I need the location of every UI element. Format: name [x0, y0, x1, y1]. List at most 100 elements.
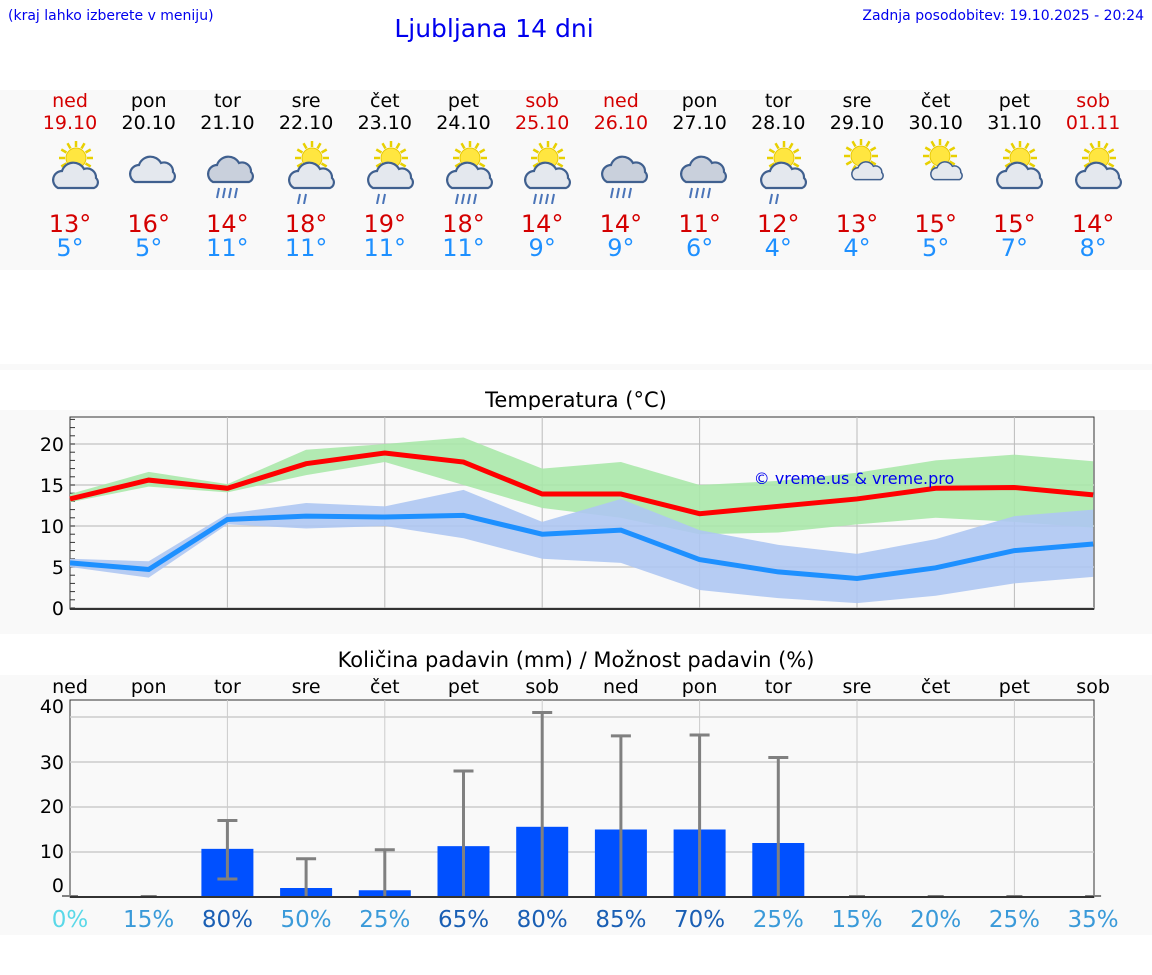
- cloud-rain-icon: [600, 155, 648, 199]
- raindrop: [706, 187, 711, 199]
- sun-ray: [478, 148, 485, 154]
- day-name: tor: [213, 90, 241, 112]
- cloud-shape: [366, 161, 414, 190]
- temp-min: 9°: [528, 234, 556, 262]
- sun-ray: [948, 160, 956, 166]
- day-name: pon: [681, 90, 718, 112]
- sun-ray: [302, 142, 308, 150]
- day-date: 20.10: [121, 112, 176, 134]
- day-label: čet: [370, 676, 400, 698]
- day-date: 25.10: [514, 112, 570, 134]
- temp-max: 16°: [127, 210, 170, 238]
- cloud-shape: [288, 161, 336, 190]
- probability-label: 35%: [1068, 907, 1119, 933]
- raindrop: [615, 187, 620, 199]
- sun-ray: [473, 142, 480, 150]
- day-column: sre 29.10 13° 4°: [817, 90, 897, 262]
- day-date: 28.10: [751, 112, 806, 134]
- sun-ray: [1010, 142, 1016, 150]
- day-column: tor 21.10 14° 11°: [187, 90, 267, 262]
- day-column: ned 19.10 13° 5°: [30, 90, 110, 262]
- sun-ray: [869, 160, 877, 166]
- y-tick-label: 5: [52, 557, 64, 579]
- raindrop: [381, 193, 386, 205]
- sun-ray: [1024, 142, 1030, 150]
- sun-ray: [316, 142, 322, 150]
- temp-max: 13°: [835, 210, 879, 238]
- y-tick-label: 15: [40, 475, 64, 497]
- sun-ray: [1103, 142, 1109, 150]
- temp-max: 11°: [678, 210, 721, 238]
- probability-label: 25%: [989, 907, 1040, 933]
- raindrop: [609, 187, 614, 199]
- raindrop: [375, 193, 380, 205]
- temp-max: 15°: [914, 210, 957, 238]
- day-column: sob 25.10 14° 9°: [502, 90, 582, 262]
- probability-label: 80%: [517, 907, 568, 933]
- day-name: ned: [602, 90, 639, 112]
- day-label: ned: [603, 676, 639, 698]
- daily-forecast-strip: ned 19.10 13° 5° pon 20.10 16° 5° tor 21.1…: [0, 90, 1152, 270]
- sun-ray: [84, 148, 92, 154]
- y-tick-label: 10: [40, 841, 64, 863]
- sun-ray: [924, 160, 931, 166]
- sun-ray: [869, 146, 877, 152]
- probability-label: 85%: [595, 907, 646, 933]
- y-tick-label: 40: [40, 696, 64, 718]
- cloud-shape: [929, 161, 963, 181]
- raindrop: [297, 193, 302, 205]
- sun-ray: [851, 140, 857, 148]
- raindrop: [234, 187, 239, 199]
- sun-ray: [1089, 142, 1095, 150]
- raindrop: [551, 193, 556, 205]
- raindrop: [303, 193, 308, 205]
- raindrop: [688, 187, 693, 199]
- y-tick-label: 10: [40, 516, 64, 538]
- day-column: ned 26.10 14° 9°: [581, 90, 661, 262]
- sun-ray: [557, 162, 564, 168]
- sun-ray: [399, 162, 407, 168]
- sun-ray: [1029, 148, 1036, 154]
- day-name: sre: [842, 90, 872, 112]
- cloud: [996, 161, 1044, 190]
- day-column: tor 28.10 12° 4°: [738, 90, 818, 262]
- cloud-icon: [128, 155, 176, 184]
- location-menu-hint: (kraj lahko izberete v meniju): [8, 8, 214, 24]
- day-date: 19.10: [42, 112, 98, 134]
- raindrop: [460, 193, 465, 205]
- raindrop: [694, 187, 699, 199]
- day-date: 24.10: [436, 112, 491, 134]
- day-label: sob: [1076, 676, 1110, 698]
- precipitation-chart: 010203040ned0%pon15%tor80%sre50%čet25%pe…: [40, 676, 1119, 933]
- temp-max: 18°: [442, 210, 485, 238]
- sun-ray: [774, 142, 780, 150]
- sun-cloud-light-rain-icon: [288, 141, 336, 205]
- sun-ray: [66, 142, 72, 150]
- raindrop: [621, 187, 626, 199]
- cloud-shape: [52, 161, 99, 190]
- day-column: sre 22.10 18° 11°: [266, 90, 346, 262]
- cloud: [445, 161, 493, 190]
- sun-ray: [948, 146, 956, 152]
- sun-ray: [60, 148, 68, 154]
- temp-min: 11°: [363, 234, 407, 262]
- probability-label: 15%: [831, 907, 882, 933]
- day-date: 27.10: [672, 112, 727, 134]
- raindrop: [539, 193, 544, 205]
- last-updated: Zadnja posodobitev: 19.10.2025 - 20:24: [862, 8, 1144, 24]
- cloud-shape: [207, 155, 255, 184]
- sun-ray: [944, 140, 950, 148]
- sun-ray: [793, 148, 800, 154]
- day-column: čet 23.10 19° 11°: [345, 90, 425, 262]
- raindrop: [627, 187, 632, 199]
- sun-cloud-icon: [52, 141, 99, 190]
- probability-label: 0%: [52, 907, 89, 933]
- probability-label: 15%: [123, 907, 174, 933]
- sun-ray: [80, 142, 86, 150]
- temperature-line: [69, 450, 1094, 517]
- sun-ray: [395, 142, 401, 150]
- day-date: 22.10: [278, 112, 334, 134]
- y-tick-label: 20: [40, 796, 64, 818]
- day-label: pon: [131, 676, 167, 698]
- temp-max: 14°: [520, 210, 564, 238]
